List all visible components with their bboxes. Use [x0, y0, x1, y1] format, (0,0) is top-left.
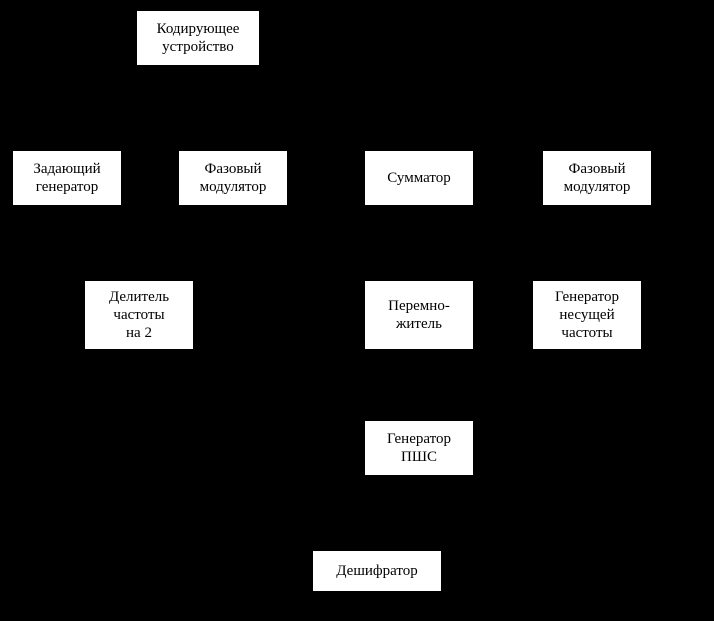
diagram-canvas: Кодирующее устройство Задающий генератор… — [0, 0, 714, 621]
edge-encoder-to-pm1 — [197, 66, 199, 140]
arrow-pm1-to-sum — [354, 173, 364, 183]
edge-div-to-pshs-h — [138, 447, 354, 449]
edge-master-to-pm1 — [122, 177, 168, 179]
edge-decoder-to-pshs — [418, 486, 420, 550]
arrow-master-to-pm1 — [168, 173, 178, 183]
arrow-encoder-to-pm1 — [193, 140, 203, 150]
edge-master-to-div-h — [66, 314, 74, 316]
node-multiplier: Перемно- житель — [364, 280, 474, 350]
edge-pm2-to-out — [652, 177, 700, 179]
arrow-pm2-to-out — [700, 173, 710, 183]
node-phase-modulator-1: Фазовый модулятор — [178, 150, 288, 206]
edge-pm1-to-sum — [288, 177, 354, 179]
edge-div-to-pshs-v — [138, 350, 140, 448]
edge-pshs-to-mult — [418, 360, 420, 420]
edge-carrier-to-pm2 — [596, 216, 598, 280]
arrow-pshs-to-mult — [414, 350, 424, 360]
node-decoder: Дешифратор — [312, 550, 442, 592]
arrow-decoder-to-pshs — [414, 476, 424, 486]
node-phase-modulator-2: Фазовый модулятор — [542, 150, 652, 206]
arrow-carrier-to-pm2 — [592, 206, 602, 216]
node-carrier-generator: Генератор несущей частоты — [532, 280, 642, 350]
arrow-div-to-pshs — [354, 443, 364, 453]
node-encoder: Кодирующее устройство — [136, 10, 260, 66]
node-master-generator: Задающий генератор — [12, 150, 122, 206]
arrow-master-to-div — [74, 310, 84, 320]
edge-sum-to-pm2 — [474, 177, 532, 179]
arrow-mult-to-sum — [414, 206, 424, 216]
edge-mult-to-sum — [418, 216, 420, 280]
node-frequency-divider: Делитель частоты на 2 — [84, 280, 194, 350]
arrow-sum-to-pm2 — [532, 173, 542, 183]
node-pshs-generator: Генератор ПШС — [364, 420, 474, 476]
edge-master-to-div-v — [66, 206, 68, 315]
node-summator: Сумматор — [364, 150, 474, 206]
